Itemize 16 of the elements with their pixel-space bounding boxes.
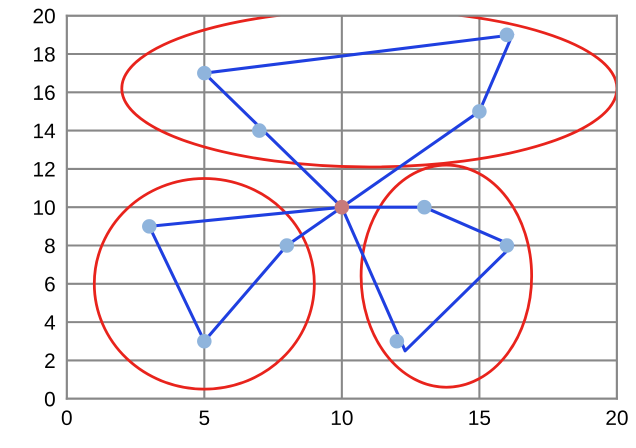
x-tick-label: 10	[332, 410, 353, 426]
y-tick-label: 0	[44, 392, 55, 406]
x-tick-label: 0	[62, 410, 72, 426]
x-tick-label: 15	[469, 410, 490, 426]
y-tick-label: 20	[34, 8, 55, 24]
y-tick-label: 8	[44, 238, 55, 254]
y-tick-label: 6	[45, 276, 55, 292]
y-tick-label: 16	[34, 85, 55, 100]
y-tick-label: 4	[44, 315, 56, 330]
y-tick-label: 12	[34, 162, 55, 176]
x-tick-label: 5	[199, 410, 210, 426]
y-tick-label: 14	[34, 124, 56, 138]
x-tick-label: 20	[606, 410, 628, 426]
y-tick-label: 2	[45, 353, 55, 368]
y-tick-label: 18	[34, 46, 55, 62]
y-tick-label: 10	[34, 200, 55, 215]
